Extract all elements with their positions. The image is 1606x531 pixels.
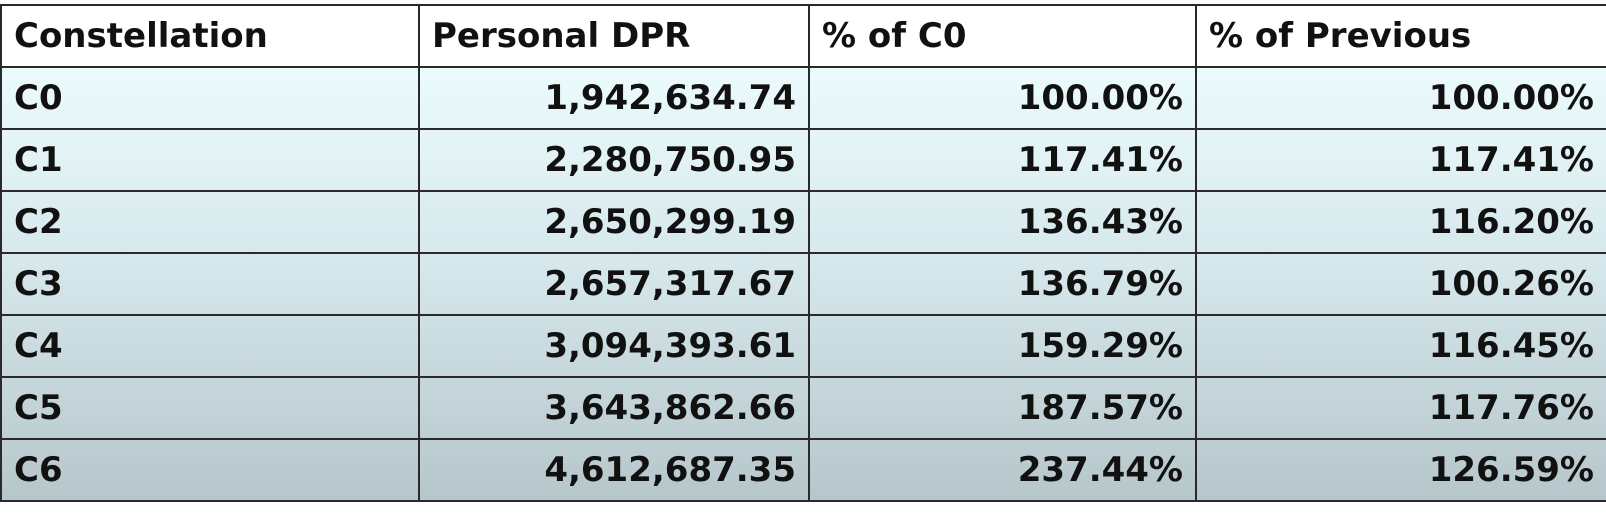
- table-cell: 237.44%: [808, 438, 1197, 502]
- header-row: Constellation Personal DPR% of C0% of Pre…: [0, 4, 1606, 68]
- table-cell: 136.43%: [808, 190, 1197, 254]
- table-row: C2 2,650,299.19 136.43% 116.20%: [0, 190, 1606, 254]
- table-cell: 159.29%: [808, 314, 1197, 378]
- table-cell: 116.20%: [1195, 190, 1606, 254]
- row-label: C3: [0, 252, 420, 316]
- table-cell: 2,280,750.95: [418, 128, 810, 192]
- table-cell: 126.59%: [1195, 438, 1606, 502]
- table-cell: 117.41%: [1195, 128, 1606, 192]
- table-cell: 100.00%: [808, 66, 1197, 130]
- row-label: C6: [0, 438, 420, 502]
- header-cell: % of C0: [808, 4, 1197, 68]
- table-body: C0 1,942,634.74 100.00% 100.00% C1 2,280,750.…: [0, 66, 1606, 502]
- data-table: Constellation Personal DPR% of C0% of Pre…: [0, 4, 1606, 502]
- table-row: C5 3,643,862.66 187.57% 117.76%: [0, 376, 1606, 440]
- header-cell: % of Previous: [1195, 4, 1606, 68]
- row-label: C5: [0, 376, 420, 440]
- table-cell: 2,657,317.67: [418, 252, 810, 316]
- table-row: C0 1,942,634.74 100.00% 100.00%: [0, 66, 1606, 130]
- table-row: C3 2,657,317.67 136.79% 100.26%: [0, 252, 1606, 316]
- table-cell: 1,942,634.74: [418, 66, 810, 130]
- table-header: Constellation Personal DPR% of C0% of Pre…: [0, 4, 1606, 68]
- table-cell: 100.26%: [1195, 252, 1606, 316]
- row-label: C4: [0, 314, 420, 378]
- table-cell: 116.45%: [1195, 314, 1606, 378]
- table-cell: 136.79%: [808, 252, 1197, 316]
- table-cell: 117.76%: [1195, 376, 1606, 440]
- row-label: C2: [0, 190, 420, 254]
- table-row: C4 3,094,393.61 159.29% 116.45%: [0, 314, 1606, 378]
- table-wrapper: Constellation Personal DPR% of C0% of Pre…: [0, 4, 1606, 502]
- row-label: C0: [0, 66, 420, 130]
- table-cell: 4,612,687.35: [418, 438, 810, 502]
- table-cell: 3,094,393.61: [418, 314, 810, 378]
- table-cell: 117.41%: [808, 128, 1197, 192]
- table-cell: 3,643,862.66: [418, 376, 810, 440]
- table-row: C6 4,612,687.35 237.44% 126.59%: [0, 438, 1606, 502]
- table-cell: 100.00%: [1195, 66, 1606, 130]
- table-row: C1 2,280,750.95 117.41% 117.41%: [0, 128, 1606, 192]
- table-cell: 2,650,299.19: [418, 190, 810, 254]
- header-cell: Personal DPR: [418, 4, 810, 68]
- table-cell: 187.57%: [808, 376, 1197, 440]
- header-cell: Constellation: [0, 4, 420, 68]
- row-label: C1: [0, 128, 420, 192]
